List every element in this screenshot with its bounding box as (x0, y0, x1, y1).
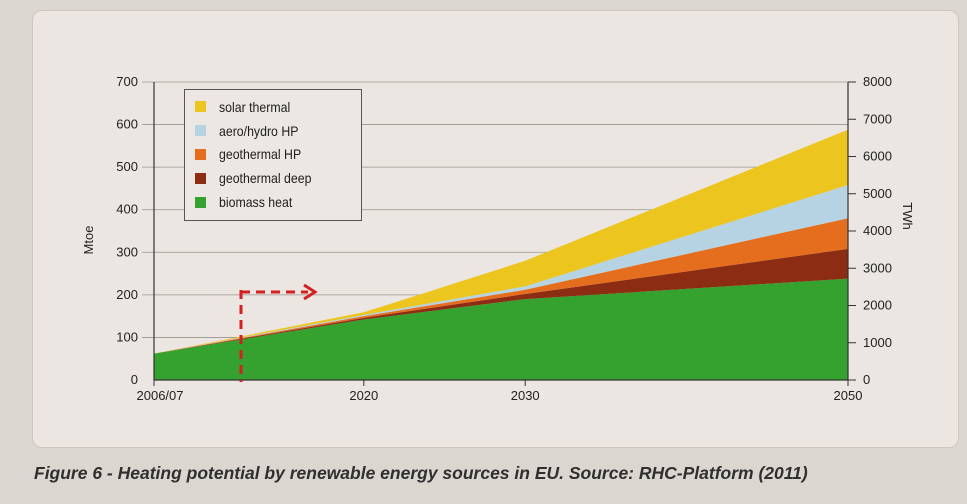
x-tick-label: 2030 (511, 388, 540, 403)
y-tick-label: 200 (116, 287, 138, 302)
legend: solar thermal aero/hydro HP geothermal HP g… (184, 89, 362, 221)
legend-label: aero/hydro HP (219, 122, 299, 139)
y-tick-label: 400 (116, 202, 138, 217)
area-biomass-heat (154, 278, 848, 380)
y2-tick-label: 3000 (863, 260, 892, 275)
y2-tick-label: 5000 (863, 186, 892, 201)
y-tick-label: 300 (116, 244, 138, 259)
x-tick-label: 2006/07 (137, 388, 184, 403)
legend-label: biomass heat (219, 194, 293, 211)
y2-tick-label: 1000 (863, 335, 892, 350)
area-geothermal-deep (154, 248, 848, 354)
y-tick-label: 100 (116, 329, 138, 344)
legend-swatch (195, 101, 206, 113)
y2-tick-label: 2000 (863, 298, 892, 313)
stacked-areas (154, 129, 848, 380)
y2-tick-label: 6000 (863, 149, 892, 164)
y-axis-ticks: 0 100 200 300 400 500 600 700 (116, 74, 138, 387)
legend-label: solar thermal (219, 98, 291, 115)
x-tick-label: 2050 (834, 388, 863, 403)
y-tick-label: 500 (116, 159, 138, 174)
legend-item: biomass heat (185, 190, 361, 214)
x-tick-label: 2020 (349, 388, 378, 403)
y2-tick-label: 4000 (863, 223, 892, 238)
legend-label: geothermal deep (219, 170, 312, 187)
y2-tick-label: 8000 (863, 74, 892, 89)
annotation-arrow (239, 283, 318, 382)
legend-swatch (195, 172, 206, 184)
y-tick-label: 0 (131, 372, 138, 387)
y2-tick-label: 7000 (863, 111, 892, 126)
legend-swatch (195, 125, 206, 137)
y2-axis-ticks: 0 1000 2000 3000 4000 5000 6000 7000 8000 (848, 74, 892, 387)
legend-swatch (195, 196, 206, 208)
legend-item: geothermal HP (185, 143, 361, 167)
y2-axis-title: TWh (900, 202, 915, 229)
y-axis-title: Mtoe (81, 226, 96, 255)
x-axis-ticks: 2006/07 2020 2030 2050 (137, 380, 863, 403)
figure-caption: Figure 6 - Heating potential by renewabl… (34, 463, 808, 483)
y2-tick-label: 0 (863, 372, 870, 387)
y-tick-label: 600 (116, 117, 138, 132)
legend-item: aero/hydro HP (185, 119, 361, 143)
legend-label: geothermal HP (219, 146, 302, 163)
legend-swatch (195, 148, 206, 160)
legend-item: solar thermal (185, 95, 361, 119)
y-tick-label: 700 (116, 74, 138, 89)
legend-item: geothermal deep (185, 166, 361, 190)
annotation-arrowhead (303, 283, 318, 301)
